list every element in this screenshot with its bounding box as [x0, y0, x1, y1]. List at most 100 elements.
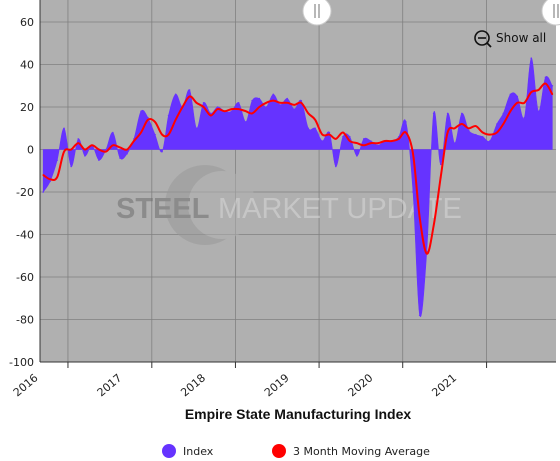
moving-average-point: [272, 99, 275, 102]
moving-average-point: [377, 142, 379, 144]
index-point: [321, 140, 324, 142]
index-point: [195, 127, 198, 130]
moving-average-point: [446, 131, 449, 134]
moving-average-point: [286, 101, 289, 104]
moving-average-point: [181, 106, 184, 108]
y-tick-label: -60: [16, 271, 34, 284]
moving-average-point: [425, 252, 428, 255]
moving-average-point: [202, 106, 205, 108]
x-tick-label: 2017: [95, 371, 125, 399]
moving-average-point: [300, 101, 303, 104]
index-point: [516, 95, 519, 98]
x-axis-ticks: 2016 2017 2018 2019 2020 2021: [11, 362, 488, 399]
zoom-out-icon-handle: [486, 42, 492, 48]
moving-average-point: [328, 133, 331, 136]
y-tick-label: -80: [16, 314, 34, 327]
moving-average-point: [154, 121, 156, 123]
moving-average-point: [523, 101, 526, 104]
moving-average-point: [251, 112, 253, 115]
range-handle-left[interactable]: [302, 0, 332, 26]
index-point: [70, 165, 72, 168]
moving-average-point: [370, 142, 372, 144]
moving-average-point: [209, 114, 212, 117]
moving-average-point: [84, 148, 86, 151]
moving-average-point: [537, 89, 540, 91]
y-axis-ticks: 60 40 20 0 -20 -40 -60 -80 -100: [9, 16, 34, 369]
plot-area: [40, 0, 556, 362]
index-point: [377, 144, 379, 147]
x-tick-label: 2020: [346, 371, 376, 399]
moving-average-point: [167, 133, 170, 136]
range-handle-right[interactable]: [541, 0, 560, 26]
index-point: [154, 133, 156, 136]
legend-marker-index: [162, 444, 176, 458]
index-point: [439, 163, 442, 166]
legend-label-index: Index: [183, 445, 214, 458]
index-point: [335, 165, 337, 168]
index-point: [112, 131, 114, 134]
moving-average-point: [244, 110, 247, 113]
moving-average-point: [237, 108, 240, 110]
y-tick-label: -40: [16, 229, 34, 242]
index-point: [293, 108, 296, 110]
index-point: [467, 129, 470, 132]
moving-average-point: [133, 140, 135, 142]
index-point: [405, 121, 407, 123]
moving-average-point: [258, 106, 261, 108]
index-point: [265, 106, 267, 108]
moving-average-point: [475, 125, 477, 127]
index-point: [56, 159, 58, 161]
moving-average-point: [230, 108, 233, 110]
moving-average-point: [335, 138, 337, 140]
index-point: [272, 93, 275, 96]
moving-average-point: [391, 140, 393, 142]
moving-average-point: [279, 101, 281, 104]
legend-item-index[interactable]: Index: [162, 444, 214, 458]
legend-item-moving-average[interactable]: 3 Month Moving Average: [272, 444, 430, 458]
index-point: [551, 84, 554, 87]
x-axis-title: Empire State Manufacturing Index: [185, 406, 412, 422]
moving-average-point: [467, 127, 470, 130]
moving-average-point: [91, 144, 93, 147]
y-tick-label: 60: [20, 16, 34, 29]
index-point: [140, 110, 142, 113]
moving-average-point: [188, 95, 191, 98]
index-point: [523, 116, 526, 119]
show-all-label[interactable]: Show all: [496, 31, 546, 45]
moving-average-point: [405, 131, 407, 134]
moving-average-point: [418, 216, 421, 219]
moving-average-point: [293, 104, 296, 106]
index-point: [105, 148, 107, 151]
moving-average-point: [481, 131, 484, 134]
x-tick-label: 2016: [11, 371, 41, 399]
x-tick-label: 2021: [429, 371, 459, 399]
moving-average-point: [398, 138, 400, 140]
watermark-word-steel: STEEL: [116, 193, 209, 225]
index-point: [453, 142, 456, 144]
index-point: [418, 314, 421, 317]
index-point: [84, 155, 86, 157]
index-point: [258, 97, 261, 100]
moving-average-point: [147, 118, 149, 121]
range-handle-right-icon[interactable]: [541, 0, 560, 26]
index-point: [230, 110, 233, 113]
show-all-button[interactable]: Show all: [474, 30, 546, 48]
index-point: [167, 114, 170, 117]
moving-average-point: [56, 176, 58, 178]
index-point: [544, 76, 547, 79]
range-handle-left-icon[interactable]: [302, 0, 332, 26]
index-point: [432, 112, 435, 115]
moving-average-point: [412, 152, 414, 155]
moving-average-point: [77, 142, 80, 144]
legend-label-moving-average: 3 Month Moving Average: [293, 445, 430, 458]
zoom-out-icon[interactable]: [474, 30, 490, 46]
y-tick-label: 40: [20, 59, 34, 72]
index-point: [370, 140, 372, 142]
moving-average-point: [307, 112, 310, 115]
index-point: [412, 191, 414, 193]
moving-average-point: [439, 176, 442, 178]
index-point: [461, 112, 463, 115]
moving-average-point: [195, 101, 198, 104]
y-tick-label: -100: [9, 356, 34, 369]
